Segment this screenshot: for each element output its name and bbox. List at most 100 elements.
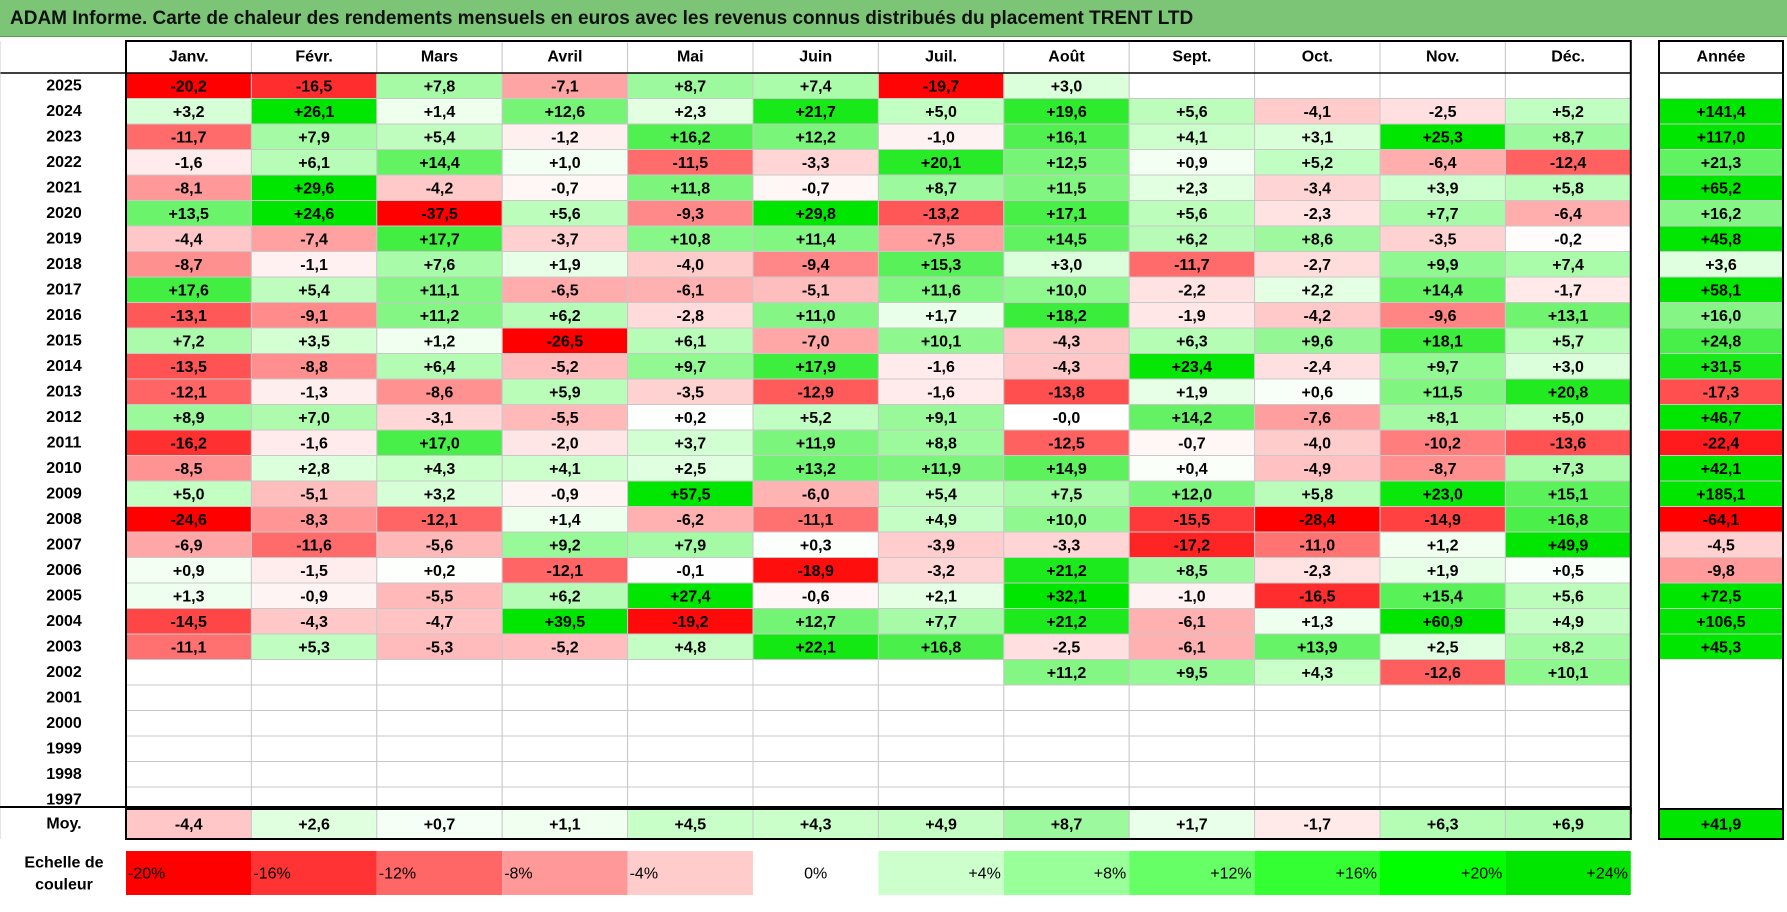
heatmap-cell-value: +5,6 xyxy=(1176,206,1208,223)
heatmap-cell-value: -2,7 xyxy=(1304,257,1332,274)
heatmap-cell-value: +22,1 xyxy=(795,639,836,656)
heatmap-cell xyxy=(1128,659,1256,686)
heatmap-cell xyxy=(1504,659,1632,686)
year-label: 1998 xyxy=(46,766,82,783)
heatmap-cell xyxy=(1128,531,1256,558)
heatmap-cell-value: -13,5 xyxy=(170,359,207,376)
average-cell-value: +8,7 xyxy=(1051,817,1083,834)
heatmap-cell-value: +0,9 xyxy=(173,563,205,580)
heatmap-cell-value: -19,2 xyxy=(672,614,709,631)
heatmap-cell xyxy=(877,302,1005,329)
heatmap-cell-value: -7,1 xyxy=(551,78,579,95)
heatmap-cell xyxy=(1128,684,1256,711)
heatmap-cell-value: +13,1 xyxy=(1548,308,1589,325)
heatmap-cell-value: +5,6 xyxy=(549,206,581,223)
heatmap-cell xyxy=(1003,531,1130,558)
annual-cell-value: +72,5 xyxy=(1701,588,1742,605)
heatmap-cell-value: +7,4 xyxy=(1552,257,1584,274)
heatmap-cell xyxy=(752,531,879,558)
heatmap-cell xyxy=(501,123,629,150)
heatmap-cell xyxy=(627,659,754,686)
heatmap-cell xyxy=(752,735,879,762)
heatmap-cell xyxy=(1504,761,1632,788)
heatmap-cell xyxy=(877,684,1005,711)
heatmap-cell-value: +3,0 xyxy=(1051,257,1083,274)
heatmap-cell-value: +19,6 xyxy=(1046,104,1087,121)
heatmap-cell xyxy=(250,557,378,584)
annual-cell xyxy=(1658,531,1784,558)
heatmap-cell-value: -16,5 xyxy=(296,78,333,95)
heatmap-cell-value: +0,6 xyxy=(1302,384,1334,401)
scale-swatch xyxy=(251,851,377,895)
heatmap-cell xyxy=(125,761,252,788)
heatmap-cell xyxy=(877,633,1005,660)
heatmap-cell-value: -7,5 xyxy=(927,231,955,248)
scale-swatch xyxy=(878,851,1004,895)
heatmap-cell xyxy=(1504,455,1632,482)
heatmap-cell xyxy=(501,327,629,354)
heatmap-cell-value: +29,8 xyxy=(795,206,836,223)
heatmap-cell xyxy=(877,480,1005,507)
annual-cell-value: -9,8 xyxy=(1707,563,1735,580)
scale-label-line1: Echelle de xyxy=(24,855,103,872)
heatmap-cell-value: -1,0 xyxy=(1178,588,1206,605)
heatmap-cell xyxy=(125,123,252,150)
scale-swatch-label: -16% xyxy=(253,866,290,883)
heatmap-cell xyxy=(752,506,879,533)
heatmap-cell xyxy=(250,225,378,252)
heatmap-cell-value: +17,9 xyxy=(795,359,836,376)
heatmap-cell-value: +1,4 xyxy=(549,512,581,529)
heatmap-cell xyxy=(752,429,879,456)
heatmap-cell xyxy=(1254,684,1381,711)
heatmap-cell xyxy=(1128,506,1256,533)
heatmap-cell xyxy=(501,98,629,125)
heatmap-cell-value: -13,6 xyxy=(1550,435,1587,452)
heatmap-cell xyxy=(1003,480,1130,507)
heatmap-cell xyxy=(1379,710,1506,737)
heatmap-cell xyxy=(250,353,378,380)
heatmap-cell-value: -10,2 xyxy=(1424,435,1461,452)
heatmap-cell-value: +5,2 xyxy=(1552,104,1584,121)
heatmap-cell xyxy=(1504,225,1632,252)
heatmap-cell xyxy=(1379,684,1506,711)
heatmap-cell-value: -8,3 xyxy=(300,512,328,529)
month-header-label: Nov. xyxy=(1426,49,1459,66)
heatmap-cell xyxy=(1003,98,1130,125)
heatmap-cell-value: +23,0 xyxy=(1422,486,1463,503)
heatmap-cell-value: -2,3 xyxy=(1304,563,1332,580)
heatmap-cell xyxy=(1504,582,1632,609)
heatmap-cell xyxy=(1379,327,1506,354)
year-label: 2011 xyxy=(47,434,82,451)
heatmap-cell-value: +8,6 xyxy=(1302,231,1334,248)
heatmap-cell xyxy=(752,659,879,686)
heatmap-cell-value: +16,2 xyxy=(670,129,711,146)
year-label: 2012 xyxy=(46,409,82,426)
heatmap-cell xyxy=(1003,149,1130,176)
heatmap-cell xyxy=(877,659,1005,686)
heatmap-cell xyxy=(1504,710,1632,737)
page-title: ADAM Informe. Carte de chaleur des rende… xyxy=(10,8,1194,29)
scale-swatch-label: +4% xyxy=(968,866,1000,883)
heatmap-cell xyxy=(125,684,252,711)
heatmap-cell-value: -0,1 xyxy=(677,563,705,580)
annual-cell xyxy=(1658,276,1784,303)
heatmap-cell-value: +8,7 xyxy=(1552,129,1584,146)
heatmap-cell-value: +5,3 xyxy=(298,639,330,656)
heatmap-cell-value: -7,4 xyxy=(300,231,328,248)
heatmap-cell-value: -11,1 xyxy=(798,512,834,529)
annual-cell-value: +21,3 xyxy=(1701,155,1742,172)
heatmap-cell-value: +2,2 xyxy=(1302,282,1334,299)
heatmap-cell-value: +11,9 xyxy=(796,435,836,452)
heatmap-cell xyxy=(376,582,503,609)
heatmap-cell xyxy=(627,123,754,150)
heatmap-cell-value: -28,4 xyxy=(1299,512,1336,529)
heatmap-cell-value: +5,4 xyxy=(925,486,957,503)
heatmap-cell-value: +21,2 xyxy=(1046,614,1087,631)
heatmap-cell xyxy=(125,710,252,737)
heatmap-cell xyxy=(627,149,754,176)
annual-cell xyxy=(1658,302,1784,329)
heatmap-cell xyxy=(1379,123,1506,150)
heatmap-cell-value: -11,0 xyxy=(1300,537,1336,554)
heatmap-cell xyxy=(250,480,378,507)
heatmap-cell xyxy=(376,531,503,558)
